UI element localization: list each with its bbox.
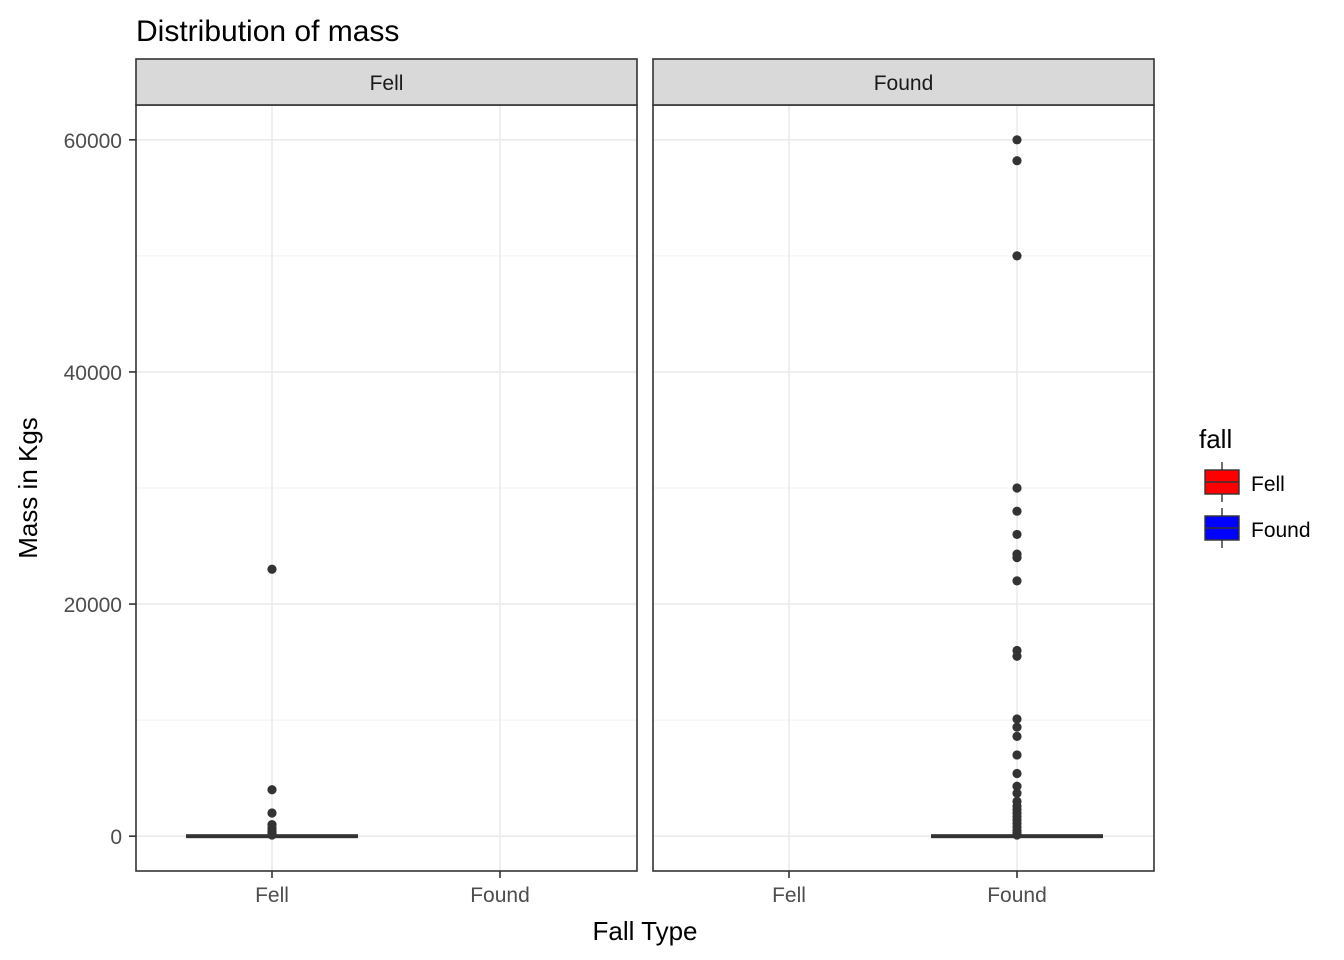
y-axis-title: Mass in Kgs xyxy=(13,417,43,559)
legend-item-fell: Fell xyxy=(1204,462,1285,502)
facet-panel-fell: Fell Fell Found xyxy=(135,58,638,907)
y-tick-label: 60000 xyxy=(64,130,122,153)
chart-title: Distribution of mass xyxy=(136,15,399,48)
outlier-point xyxy=(1012,722,1022,732)
legend-item-label: Fell xyxy=(1251,473,1285,496)
outlier-point xyxy=(1012,781,1022,791)
outlier-point xyxy=(1012,714,1022,724)
y-tick-label: 40000 xyxy=(64,362,122,385)
outlier-point xyxy=(267,785,277,795)
y-axis: 0 20000 40000 60000 xyxy=(64,130,136,849)
outlier-point xyxy=(1012,506,1022,516)
facet-strip xyxy=(652,58,1155,106)
outlier-point xyxy=(1012,768,1022,779)
facet-panel-found: Found Fell Found xyxy=(652,58,1155,907)
outlier-point xyxy=(1012,576,1022,586)
legend: fall Fell Found xyxy=(1199,424,1311,548)
legend-items: Fell Found xyxy=(1204,462,1311,548)
outlier-point xyxy=(1012,529,1022,540)
x-tick-label: Found xyxy=(987,884,1047,907)
outlier-point xyxy=(1012,651,1022,661)
x-axis-title: Fall Type xyxy=(592,916,697,946)
outlier-point xyxy=(1012,156,1022,166)
x-tick-label: Fell xyxy=(772,884,806,907)
outlier-point xyxy=(267,808,277,818)
outlier-point xyxy=(1012,731,1022,741)
outlier-point xyxy=(267,564,277,574)
boxplot-found xyxy=(931,135,1103,840)
outlier-point xyxy=(1012,788,1022,798)
outlier-point xyxy=(1012,830,1022,840)
facet-strip-label: Fell xyxy=(370,72,404,95)
facet-panels: Fell Fell Found Found Fell Found 0 20000 40000 60… xyxy=(64,58,1155,907)
outlier-point xyxy=(267,830,277,840)
facet-strip xyxy=(135,58,638,106)
facet-strip-label: Found xyxy=(874,72,934,95)
y-tick-label: 20000 xyxy=(64,594,122,617)
y-tick-label: 0 xyxy=(110,826,122,849)
outlier-point xyxy=(1012,750,1022,760)
outlier-point xyxy=(1012,135,1022,145)
legend-item-label: Found xyxy=(1251,519,1311,542)
outlier-point xyxy=(1012,553,1022,563)
outlier-point xyxy=(1012,251,1022,261)
boxplot-fell xyxy=(186,564,358,840)
legend-title: fall xyxy=(1199,424,1232,454)
legend-item-found: Found xyxy=(1204,508,1311,548)
x-tick-label: Fell xyxy=(255,884,289,907)
outlier-point xyxy=(1012,483,1022,493)
x-tick-label: Found xyxy=(470,884,530,907)
